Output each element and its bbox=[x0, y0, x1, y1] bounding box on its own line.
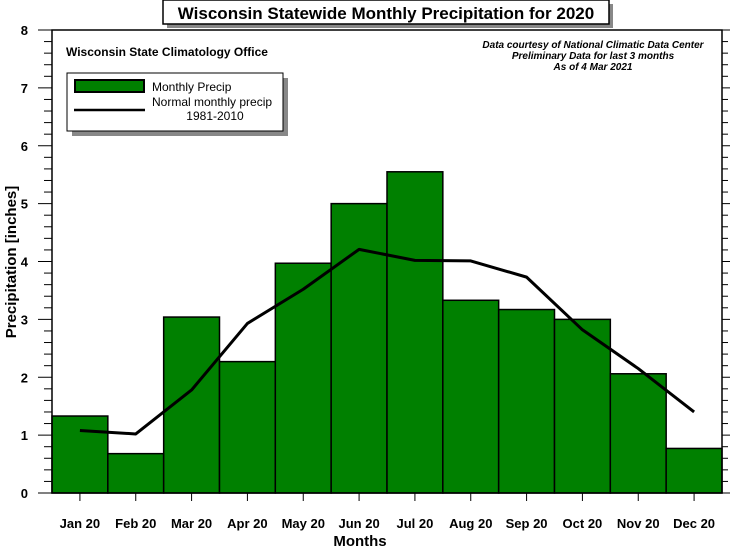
bar-11 bbox=[665, 447, 723, 494]
bar-7 bbox=[442, 299, 500, 494]
bar-8 bbox=[497, 308, 556, 494]
y-tick-label: 6 bbox=[21, 139, 28, 154]
y-tick-label: 1 bbox=[21, 428, 28, 443]
legend-label-line: Normal monthly precip bbox=[152, 95, 272, 109]
legend-swatch-bar bbox=[74, 79, 145, 93]
bar-6 bbox=[386, 171, 444, 494]
y-tick-label: 0 bbox=[21, 486, 28, 501]
y-axis-label: Precipitation [inches] bbox=[3, 186, 20, 339]
legend-label-line-period: 1981-2010 bbox=[186, 109, 244, 123]
bar-1 bbox=[107, 452, 165, 494]
x-axis-label: Months bbox=[333, 533, 386, 550]
normal-line bbox=[79, 247, 696, 436]
x-tick-label: Jul 20 bbox=[396, 516, 433, 531]
x-tick-label: Feb 20 bbox=[115, 516, 156, 531]
x-tick-label: Aug 20 bbox=[449, 516, 492, 531]
credit-line-3: As of 4 Mar 2021 bbox=[553, 62, 633, 73]
y-tick-label: 8 bbox=[21, 23, 28, 38]
x-tick-label: Oct 20 bbox=[563, 516, 603, 531]
y-tick-label: 2 bbox=[21, 370, 28, 385]
bar-9 bbox=[553, 318, 612, 494]
credit-line-1: Data courtesy of National Climatic Data … bbox=[482, 40, 704, 51]
x-tick-label: Jun 20 bbox=[338, 516, 379, 531]
title-box: Wisconsin Statewide Monthly Precipitatio… bbox=[162, 0, 613, 28]
bar-10 bbox=[609, 373, 667, 494]
office-label: Wisconsin State Climatology Office bbox=[66, 45, 268, 59]
bar-4 bbox=[274, 262, 332, 494]
chart-title: Wisconsin Statewide Monthly Precipitatio… bbox=[178, 4, 594, 23]
plot-area: 0 1 2 3 4 5 6 7 8 Jan 20 Feb 20 Mar 20 Apr 20 May 20 J… bbox=[21, 23, 730, 531]
x-tick-label: Nov 20 bbox=[617, 516, 660, 531]
bar-5 bbox=[330, 202, 388, 494]
x-tick-label: Jan 20 bbox=[60, 516, 100, 531]
legend: Monthly Precip Normal monthly precip 198… bbox=[66, 72, 288, 136]
x-tick-label: Dec 20 bbox=[673, 516, 715, 531]
x-tick-label: Apr 20 bbox=[227, 516, 267, 531]
y-tick-label: 5 bbox=[21, 197, 28, 212]
y-tick-label: 4 bbox=[21, 255, 29, 270]
bar-3 bbox=[218, 360, 277, 494]
y-tick-label: 3 bbox=[21, 312, 28, 327]
y-tick-label: 7 bbox=[21, 81, 28, 96]
x-tick-label: Mar 20 bbox=[171, 516, 212, 531]
bar-0 bbox=[51, 415, 109, 494]
x-tick-label: Sep 20 bbox=[506, 516, 548, 531]
legend-label-bar: Monthly Precip bbox=[152, 80, 232, 94]
credit-line-2: Preliminary Data for last 3 months bbox=[512, 51, 675, 62]
x-tick-label: May 20 bbox=[282, 516, 325, 531]
